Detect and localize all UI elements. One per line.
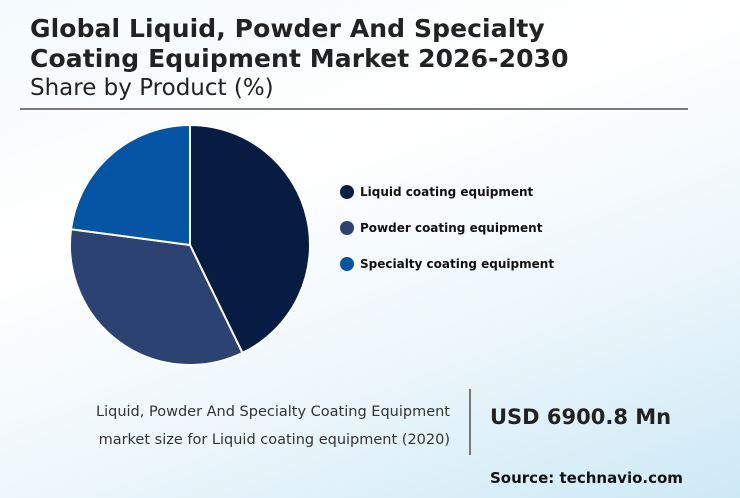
chart-subtitle: Share by Product (%) [30, 75, 274, 101]
legend-label: Powder coating equipment [360, 221, 543, 235]
market-size-description: Liquid, Powder And Specialty Coating Equ… [40, 398, 450, 454]
pie-slice-powder [69, 228, 244, 366]
footer-divider [469, 389, 471, 455]
market-size-value: USD 6900.8 Mn [490, 405, 672, 429]
legend-item-specialty: Specialty coating equipment [340, 246, 554, 282]
pie-chart [69, 124, 311, 366]
source-credit: Source: technavio.com [490, 469, 683, 487]
legend-label: Specialty coating equipment [360, 257, 555, 271]
description-line-1: Liquid, Powder And Specialty Coating Equ… [96, 404, 450, 420]
header-divider [20, 108, 688, 110]
legend-item-powder: Powder coating equipment [340, 210, 554, 246]
description-line-2: market size for Liquid coating equipment… [98, 432, 450, 448]
legend-label: Liquid coating equipment [360, 185, 534, 199]
chart-title-line-1: Global Liquid, Powder And Specialty [30, 14, 545, 43]
pie-slice-liquid [189, 124, 311, 354]
pie-slice-specialty [70, 124, 191, 246]
legend-item-liquid: Liquid coating equipment [340, 174, 554, 210]
circle-marker-icon [340, 257, 354, 271]
legend: Liquid coating equipment Powder coating … [340, 174, 554, 282]
circle-marker-icon [340, 185, 354, 199]
chart-title-line-2: Coating Equipment Market 2026-2030 [30, 44, 569, 73]
chart-header: Global Liquid, Powder And Specialty Coat… [30, 14, 690, 102]
circle-marker-icon [340, 221, 354, 235]
